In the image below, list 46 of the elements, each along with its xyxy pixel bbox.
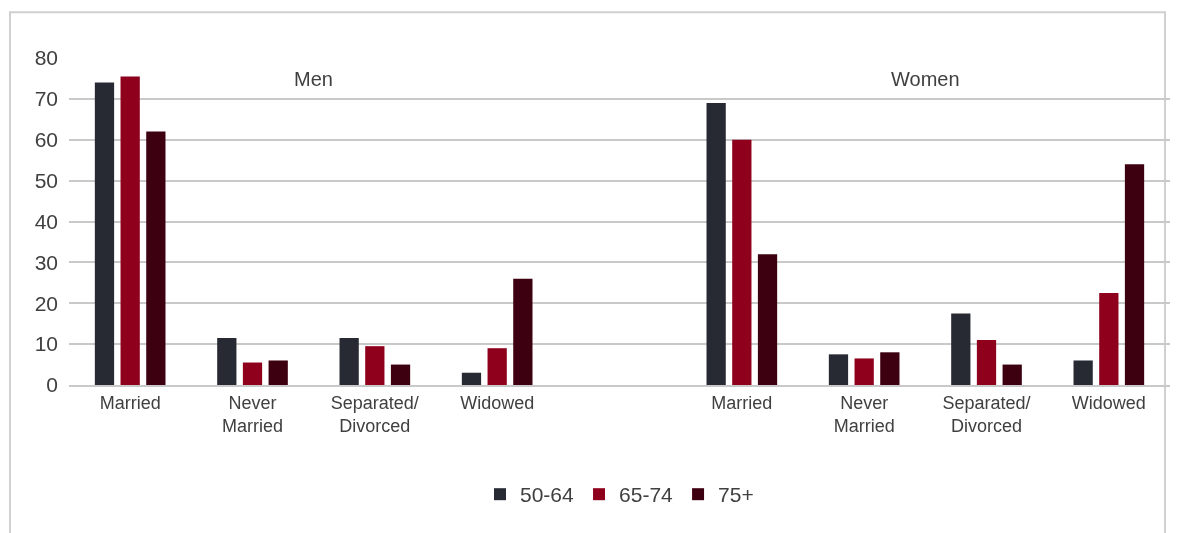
y-tick-label: 70 <box>34 87 58 111</box>
bar <box>1073 360 1093 385</box>
bar <box>513 278 533 385</box>
bar <box>757 254 778 385</box>
bar <box>487 348 507 385</box>
bar <box>242 362 263 385</box>
x-tick-label: Married <box>711 392 773 413</box>
x-tick-label: Separated/ Divorced <box>942 392 1031 436</box>
bar <box>828 354 849 385</box>
annotation: Women <box>891 68 960 90</box>
bar <box>390 364 411 385</box>
legend-label: 65-74 <box>619 483 674 507</box>
y-tick-label: 80 <box>34 46 58 70</box>
y-tick-label: 20 <box>34 291 58 315</box>
y-tick-label: 40 <box>34 209 58 233</box>
bar <box>1002 364 1022 385</box>
legend-label: 75+ <box>718 483 754 507</box>
bar <box>94 82 115 385</box>
bar <box>976 340 997 385</box>
bar <box>146 131 166 385</box>
x-tick-label: Widowed <box>460 392 535 413</box>
bar <box>880 352 900 385</box>
annotation: Men <box>294 68 333 90</box>
x-tick-label: Widowed <box>1071 392 1146 413</box>
x-tick-label: Married <box>99 392 161 413</box>
bar <box>706 102 726 385</box>
y-tick-label: 30 <box>34 250 58 274</box>
x-tick-label: Separated/ Divorced <box>330 392 419 436</box>
x-tick-label: Never Married <box>221 392 284 436</box>
bar <box>120 76 140 385</box>
bar <box>1124 164 1145 385</box>
bar <box>217 337 237 385</box>
y-tick-label: 0 <box>46 373 58 397</box>
bar <box>1099 293 1119 385</box>
x-tick-label: Never Married <box>833 392 895 436</box>
bar <box>461 372 482 385</box>
bar <box>339 337 359 385</box>
legend-label: 50-64 <box>520 483 575 507</box>
y-tick-label: 60 <box>34 128 58 152</box>
bar <box>854 358 874 385</box>
bar <box>732 139 752 385</box>
y-tick-label: 50 <box>34 168 58 192</box>
y-tick-label: 10 <box>34 332 58 356</box>
bar <box>268 360 288 385</box>
bar <box>365 346 385 385</box>
bar <box>951 313 971 385</box>
